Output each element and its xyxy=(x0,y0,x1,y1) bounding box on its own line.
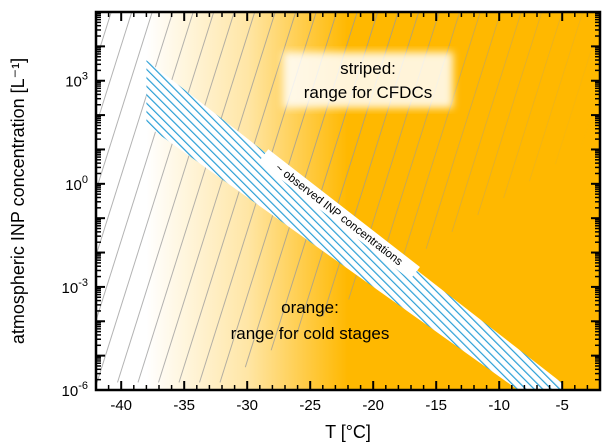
x-tick-label: -15 xyxy=(425,397,447,414)
cfdc-stripe xyxy=(425,12,502,249)
cfdc-stripe xyxy=(528,12,584,182)
x-tick-label: -5 xyxy=(556,397,569,414)
orange-annotation-line2: range for cold stages xyxy=(231,324,390,343)
striped-annotation-box xyxy=(283,52,453,108)
band-label-box xyxy=(258,149,420,280)
x-tick-label: -10 xyxy=(488,397,510,414)
x-axis-ticks xyxy=(95,12,601,390)
y-tick-label: 10-6 xyxy=(62,380,88,400)
cfdc-stripe xyxy=(137,12,256,383)
cfdc-stripe xyxy=(477,12,543,216)
striped-annotation-line2: range for CFDCs xyxy=(304,83,432,102)
orange-annotation-line1: orange: xyxy=(281,298,339,317)
y-axis-title: atmospheric INP concentration [L⁻¹] xyxy=(8,58,28,344)
cfdc-stripe xyxy=(96,12,133,128)
x-tick-label: -40 xyxy=(110,397,132,414)
x-axis-title: T [°C] xyxy=(325,422,371,442)
y-tick-label: 103 xyxy=(65,71,88,91)
cfdc-stripe xyxy=(503,12,563,199)
x-tick-label: -25 xyxy=(299,397,321,414)
striped-annotation-line1: striped: xyxy=(340,59,396,78)
cfdc-stripe xyxy=(554,20,600,165)
x-tick-label: -20 xyxy=(362,397,384,414)
x-axis-tick-labels: -40 -35 -30 -25 -20 -15 -10 -5 xyxy=(110,397,569,414)
y-tick-label: 100 xyxy=(65,174,88,194)
y-axis-ticks xyxy=(96,12,600,391)
cfdc-stripe xyxy=(96,12,215,383)
cfdc-stripe xyxy=(158,12,276,383)
y-tick-label: 10-3 xyxy=(62,277,88,297)
x-tick-label: -35 xyxy=(173,397,195,414)
cfdc-stripe xyxy=(399,12,481,266)
y-axis-tick-labels: 103 100 10-3 10-6 xyxy=(62,71,88,400)
x-tick-label: -30 xyxy=(236,397,258,414)
cfdc-stripe xyxy=(178,12,297,383)
cfdc-stripe xyxy=(451,12,522,233)
cfdc-stripe xyxy=(117,12,235,383)
cfdc-stripe xyxy=(96,12,153,193)
